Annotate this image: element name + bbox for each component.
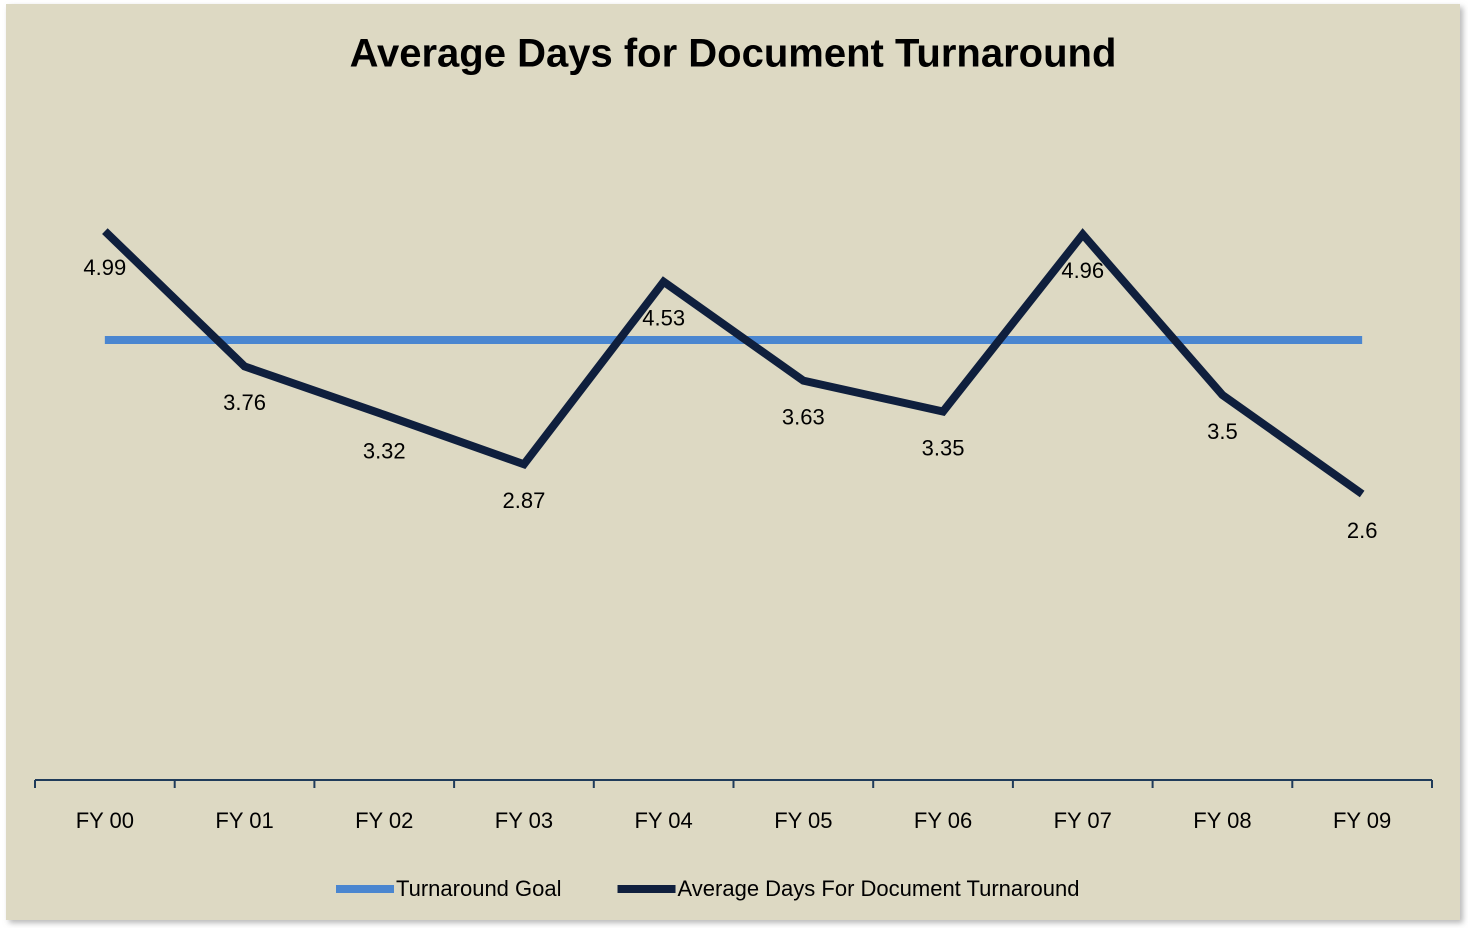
- x-tick-label: FY 08: [1193, 808, 1251, 833]
- x-tick-label: FY 06: [914, 808, 972, 833]
- data-label: 2.87: [503, 488, 546, 513]
- data-label: 3.32: [363, 439, 406, 464]
- data-label: 3.63: [782, 405, 825, 430]
- chart-title: Average Days for Document Turnaround: [350, 32, 1117, 76]
- x-tick-label: FY 00: [76, 808, 134, 833]
- x-tick-label: FY 07: [1054, 808, 1112, 833]
- x-tick-label: FY 09: [1333, 808, 1391, 833]
- data-label: 3.76: [223, 390, 266, 415]
- data-label: 3.35: [922, 435, 965, 460]
- data-label: 2.6: [1347, 518, 1378, 543]
- x-tick-label: FY 02: [355, 808, 413, 833]
- x-tick-label: FY 01: [215, 808, 273, 833]
- data-label: 4.53: [642, 306, 685, 331]
- data-label: 4.99: [83, 255, 126, 280]
- line-series: [102, 228, 1365, 498]
- x-tick-label: FY 04: [634, 808, 692, 833]
- x-tick-label: FY 03: [495, 808, 553, 833]
- chart-background: [6, 4, 1460, 920]
- data-label: 4.96: [1061, 258, 1104, 283]
- x-tick-label: FY 05: [774, 808, 832, 833]
- data-label: 3.5: [1207, 419, 1238, 444]
- legend-label: Average Days For Document Turnaround: [678, 876, 1080, 901]
- legend-label: Turnaround Goal: [396, 876, 562, 901]
